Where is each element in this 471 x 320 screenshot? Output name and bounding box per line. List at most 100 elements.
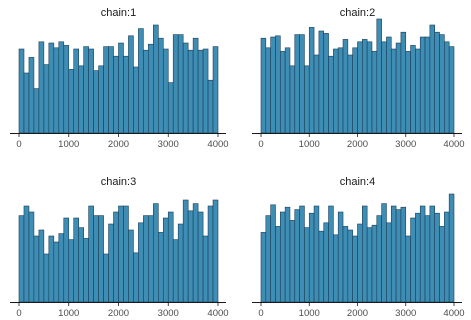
histogram-bar	[68, 69, 75, 134]
histogram-bar	[304, 65, 310, 134]
histogram-bar	[158, 37, 164, 134]
histogram-bar	[381, 203, 387, 303]
histogram-bar	[429, 24, 436, 134]
histogram-bar	[108, 46, 114, 134]
histogram-bar	[93, 215, 99, 303]
histogram-bar	[279, 211, 286, 303]
histogram-bar	[419, 205, 426, 303]
histogram-bar	[123, 205, 129, 303]
histogram-bar	[28, 57, 35, 134]
histogram-bar	[444, 211, 450, 303]
histogram-bar	[342, 226, 349, 303]
histogram-bar	[448, 46, 455, 134]
histogram-bar	[128, 35, 134, 134]
histogram-bar	[177, 34, 184, 134]
histogram-bar	[419, 36, 426, 134]
histogram-bar	[357, 41, 363, 134]
histogram-bar	[172, 34, 179, 134]
histogram-bar	[323, 33, 329, 134]
histogram-bar	[390, 48, 397, 134]
histogram-bar	[260, 232, 267, 303]
histogram-bar	[371, 51, 378, 134]
x-tick-label: 1000	[58, 308, 79, 319]
histogram-bar	[202, 48, 209, 134]
histogram-bar	[337, 211, 344, 303]
histogram-bar	[362, 39, 368, 134]
histogram-bar	[172, 239, 179, 303]
x-tick-label: 2000	[347, 139, 368, 150]
histogram-bar	[43, 64, 50, 134]
histogram-bar	[362, 205, 368, 303]
histogram-bar	[347, 229, 353, 303]
histogram-bar	[138, 222, 144, 303]
histogram-bar	[400, 31, 407, 134]
x-tick-label: 4000	[443, 308, 464, 319]
histogram-bar	[284, 47, 291, 134]
histogram-bar	[371, 224, 378, 303]
histogram-bar	[429, 205, 436, 303]
histogram-bar	[352, 235, 358, 303]
histogram-bar	[381, 41, 387, 134]
histogram-bar	[182, 42, 189, 134]
histogram-bar	[158, 232, 164, 303]
histogram-bar	[284, 206, 291, 303]
histogram-bar	[23, 205, 30, 303]
histogram-bar	[318, 230, 325, 303]
histogram-bar	[118, 42, 124, 134]
x-tick-label: 3000	[158, 139, 179, 150]
histogram-bar	[148, 43, 154, 134]
histogram-bar	[153, 24, 159, 134]
x-tick-label: 4000	[207, 139, 228, 150]
histogram-bar	[265, 215, 271, 303]
histogram-bar	[212, 199, 219, 303]
histogram-bar	[342, 39, 349, 134]
histogram-bar	[439, 34, 445, 134]
chart-panel-chain-3: chain:3 0 1000 2000 3000 4000	[10, 176, 229, 319]
histogram-bar	[133, 66, 139, 134]
histogram-bar	[143, 49, 149, 134]
x-tick-label: 1000	[299, 139, 320, 150]
histogram-bar	[78, 227, 84, 303]
histogram-bar	[192, 203, 199, 303]
histogram-bar	[410, 45, 416, 134]
histogram-bar	[167, 211, 174, 303]
histogram-bar	[68, 239, 75, 303]
histogram-bar	[444, 41, 450, 134]
histogram-bar	[187, 210, 194, 303]
histogram-bar	[275, 35, 281, 134]
histogram-bar	[113, 211, 119, 303]
histogram-bar	[192, 37, 199, 134]
histogram-bar	[103, 46, 109, 134]
histogram-bar	[153, 203, 159, 303]
x-tick-label: 4000	[443, 139, 464, 150]
histogram-bar	[333, 48, 339, 134]
chart-panel-chain-1: chain:1 0 1000 2000 3000 4000	[10, 7, 229, 150]
histogram-bar	[328, 55, 334, 134]
histogram-bar	[275, 226, 281, 303]
histogram-bar	[323, 222, 329, 303]
histogram-bar	[390, 205, 397, 303]
histogram-bar	[197, 49, 204, 134]
histogram-bar	[103, 253, 109, 303]
histogram-bar	[424, 215, 431, 303]
histogram-bar	[138, 28, 144, 134]
x-tick-label: 2000	[108, 139, 129, 150]
chart-panel-chain-2: chain:2 0 1000 2000 3000 4000	[252, 7, 465, 150]
histogram-bar	[212, 46, 219, 134]
histogram-bar	[177, 223, 184, 303]
chart-title: chain:3	[101, 176, 136, 188]
histogram-bar	[415, 48, 421, 134]
histogram-bar	[162, 48, 169, 134]
histogram-bar	[415, 212, 421, 303]
x-tick-label: 0	[16, 139, 21, 150]
histogram-bar	[207, 79, 214, 134]
histogram-bar	[23, 72, 30, 134]
histogram-bar	[98, 215, 104, 303]
histogram-bar	[366, 227, 373, 303]
histogram-bar	[207, 205, 214, 303]
histogram-bar	[410, 217, 416, 303]
histogram-bar	[289, 65, 296, 134]
histogram-bar	[357, 223, 363, 303]
histogram-bar	[93, 70, 99, 134]
histogram-bar	[299, 205, 305, 303]
